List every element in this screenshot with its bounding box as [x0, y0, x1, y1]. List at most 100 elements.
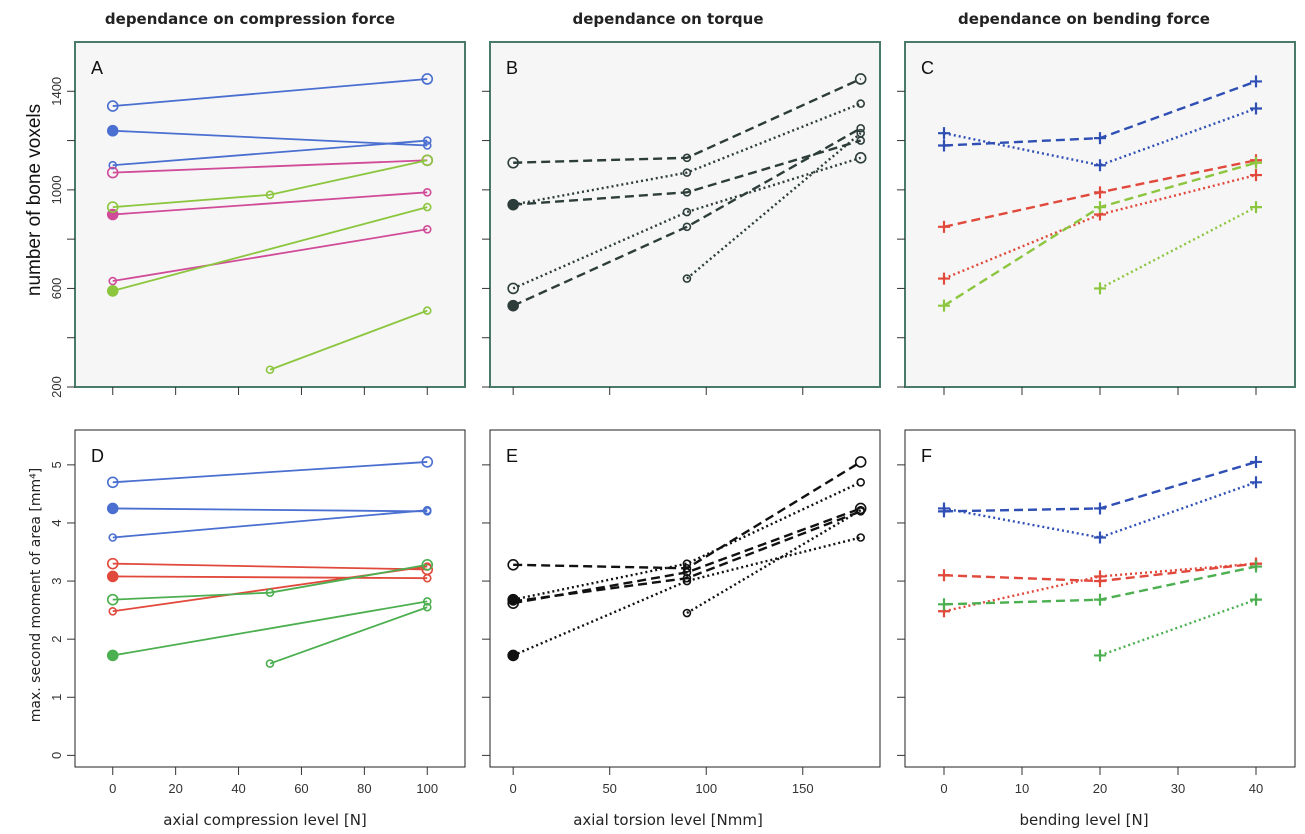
series-line: [269, 309, 428, 371]
data-point: [108, 276, 118, 286]
panel-letter: A: [91, 58, 103, 78]
column-title-compression: dependance on compression force: [105, 10, 395, 28]
data-point: [106, 476, 119, 489]
series-line: [112, 78, 428, 107]
data-point: [682, 608, 692, 618]
series-line: [112, 228, 428, 282]
data-point: [1250, 593, 1262, 606]
data-point: [422, 141, 432, 150]
data-point: [682, 573, 692, 583]
data-point: [106, 593, 119, 606]
y-tick-label: 5: [49, 461, 64, 468]
y-axis-title-voxels: number of bone voxels: [24, 104, 45, 296]
x-tick-label: 30: [1171, 781, 1185, 796]
data-point: [1094, 186, 1106, 199]
data-point: [422, 602, 432, 612]
data-point: [682, 188, 692, 197]
data-point: [1094, 132, 1106, 145]
x-axis-title-torsion: axial torsion level [Nmm]: [573, 811, 763, 829]
data-point: [938, 272, 950, 285]
data-point: [265, 588, 275, 597]
column-title-torque: dependance on torque: [573, 10, 764, 28]
series-line: [269, 606, 428, 665]
data-point: [507, 299, 519, 312]
panel-letter: B: [506, 58, 518, 78]
data-point: [108, 606, 118, 616]
y-tick-label: 200: [49, 376, 64, 398]
data-point: [854, 152, 867, 164]
series-line: [512, 127, 862, 307]
data-point: [421, 73, 434, 85]
series-line: [112, 159, 428, 174]
x-tick-label: 0: [109, 781, 116, 796]
data-point: [856, 533, 865, 542]
y-tick-label: 4: [49, 519, 64, 526]
panel-f: F 0 10 20 30 40: [897, 429, 1296, 796]
data-point: [1094, 593, 1106, 606]
data-point: [1094, 159, 1106, 172]
panel-letter: D: [91, 446, 104, 466]
x-tick-label: 60: [294, 781, 308, 796]
data-point: [856, 128, 865, 138]
x-tick-label: 0: [510, 781, 517, 796]
column-title-bending: dependance on bending force: [958, 10, 1210, 28]
series-line: [513, 139, 862, 206]
data-point: [938, 127, 950, 140]
data-point: [106, 649, 119, 662]
data-point: [265, 190, 275, 200]
y-tick-label: 1: [49, 694, 64, 701]
data-point: [1094, 649, 1106, 662]
y-tick-label: 3: [49, 577, 64, 584]
panel-frame: [489, 429, 881, 768]
y-tick-label: 1400: [49, 77, 64, 106]
y-tick-label: 600: [49, 278, 64, 300]
x-tick-label: 150: [792, 781, 814, 796]
data-point: [856, 505, 865, 515]
data-point: [938, 502, 950, 515]
data-point: [106, 201, 119, 213]
series-line: [513, 77, 862, 164]
data-point: [108, 533, 118, 542]
data-point: [422, 573, 432, 583]
series-line: [112, 575, 428, 580]
data-point: [1094, 201, 1106, 214]
x-axis-title-compression: axial compression level [N]: [163, 811, 367, 829]
data-point: [507, 597, 519, 609]
data-point: [938, 299, 950, 312]
data-point: [938, 220, 950, 233]
y-tick-label: 2: [49, 636, 64, 643]
series-line: [112, 191, 428, 216]
series-line: [112, 600, 428, 657]
data-point: [1250, 169, 1262, 182]
series-line: [512, 156, 862, 290]
panel-c: C: [897, 41, 1296, 395]
series-line: [512, 507, 862, 605]
data-point: [421, 558, 434, 571]
series-line: [112, 509, 428, 539]
series-line: [112, 129, 428, 147]
x-axis-title-bending: bending level [N]: [1019, 811, 1148, 829]
panel-e: E 0 50 100 150: [482, 429, 881, 796]
data-point: [265, 365, 275, 375]
series-line: [112, 206, 428, 292]
data-point: [1094, 502, 1106, 515]
data-point: [854, 456, 867, 468]
x-tick-label: 100: [695, 781, 717, 796]
data-point: [938, 139, 950, 152]
data-point: [1250, 75, 1262, 88]
panel-frame: [74, 41, 466, 388]
series-line: [512, 102, 862, 206]
y-axis-title-moment: max. second moment of area [mm⁴]: [28, 468, 44, 722]
data-point: [422, 306, 432, 315]
data-point: [421, 456, 434, 468]
data-point: [1094, 531, 1106, 544]
series-line: [112, 563, 428, 601]
data-point: [422, 224, 432, 234]
data-point: [106, 100, 119, 112]
data-point: [422, 188, 432, 197]
panel-d: D 0 1 2 3 4 5 0 20 40 60 80 100: [49, 429, 466, 796]
series-line: [1099, 206, 1257, 290]
series-line: [112, 507, 428, 513]
